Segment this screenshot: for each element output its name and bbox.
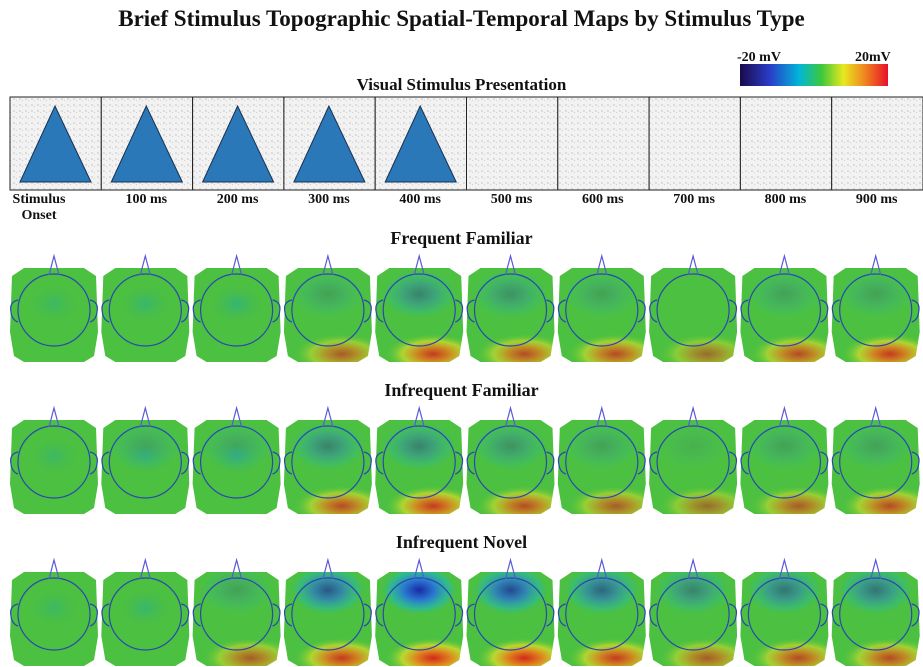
teal-field (24, 282, 84, 326)
cold-field (744, 564, 824, 616)
cold-field (744, 420, 824, 472)
topo-fields (24, 434, 84, 478)
cold-field (471, 268, 551, 320)
cold-field (288, 564, 368, 616)
stimulus-frame (558, 97, 649, 190)
teal-field (207, 282, 267, 326)
topo-map (284, 256, 390, 374)
row-title: Frequent Familiar (0, 228, 923, 249)
colorbar-max: 20mV (855, 50, 891, 66)
topo-map (101, 256, 189, 362)
topo-map (193, 256, 281, 362)
stimulus-frame (740, 97, 831, 190)
topo-map (284, 408, 390, 526)
teal-field (115, 434, 175, 478)
cold-field (562, 268, 642, 320)
time-label: 900 ms (837, 192, 917, 208)
time-label: 500 ms (472, 192, 552, 208)
time-label: 800 ms (745, 192, 825, 208)
time-label: 600 ms (563, 192, 643, 208)
topo-fields (24, 586, 84, 630)
cold-field (653, 420, 733, 472)
row-title: Infrequent Novel (0, 532, 923, 553)
topo-fields (207, 282, 267, 326)
cold-field (288, 420, 368, 472)
teal-field (24, 434, 84, 478)
cold-field (379, 268, 459, 320)
topo-map (284, 560, 390, 667)
figure-art (0, 0, 923, 667)
row-title: Infrequent Familiar (0, 380, 923, 401)
topo-map (649, 560, 755, 667)
topo-map (10, 256, 98, 362)
topo-map (832, 256, 923, 374)
topo-map (101, 560, 189, 666)
time-label: 400 ms (380, 192, 460, 208)
cold-field (744, 268, 824, 320)
topo-map (649, 256, 755, 374)
topo-map (558, 256, 664, 374)
topo-map (649, 408, 755, 526)
cold-field (562, 420, 642, 472)
topo-map (558, 408, 664, 526)
cold-field (471, 420, 551, 472)
stimulus-title: Visual Stimulus Presentation (0, 75, 923, 95)
topo-map (832, 408, 923, 526)
cold-field (562, 564, 642, 616)
time-label: 200 ms (198, 192, 278, 208)
cold-field (197, 564, 277, 616)
cold-field (379, 564, 459, 616)
colorbar-min: -20 mV (737, 50, 781, 66)
topo-map (375, 560, 481, 667)
time-label: 100 ms (106, 192, 186, 208)
topo-map (193, 560, 299, 667)
stimulus-frame (649, 97, 740, 190)
time-label: 300 ms (289, 192, 369, 208)
time-label: 700 ms (654, 192, 734, 208)
topo-map (467, 560, 573, 667)
topo-fields (115, 282, 175, 326)
topo-map (10, 560, 98, 666)
title: Brief Stimulus Topographic Spatial-Tempo… (0, 6, 923, 32)
cold-field (836, 420, 916, 472)
teal-field (115, 282, 175, 326)
topo-map (101, 408, 189, 514)
topo-map (558, 560, 664, 667)
topo-fields (24, 282, 84, 326)
topo-map (740, 408, 846, 526)
figure: Brief Stimulus Topographic Spatial-Tempo… (0, 0, 923, 667)
cold-field (653, 564, 733, 616)
teal-field (24, 586, 84, 630)
topo-map (193, 408, 281, 514)
time-label: Stimulus Onset (9, 192, 69, 224)
topo-map (10, 408, 98, 514)
cold-field (471, 564, 551, 616)
stimulus-frame (832, 97, 923, 190)
topo-map (375, 408, 481, 526)
topo-map (740, 256, 846, 374)
topo-map (467, 408, 573, 526)
topo-map (375, 256, 481, 374)
cold-field (836, 564, 916, 616)
topo-map (832, 560, 923, 667)
teal-field (207, 434, 267, 478)
topo-fields (115, 586, 175, 630)
cold-field (379, 420, 459, 472)
teal-field (115, 586, 175, 630)
cold-field (288, 268, 368, 320)
topo-map (740, 560, 846, 667)
cold-field (836, 268, 916, 320)
topo-map (467, 256, 573, 374)
stimulus-frame (467, 97, 558, 190)
